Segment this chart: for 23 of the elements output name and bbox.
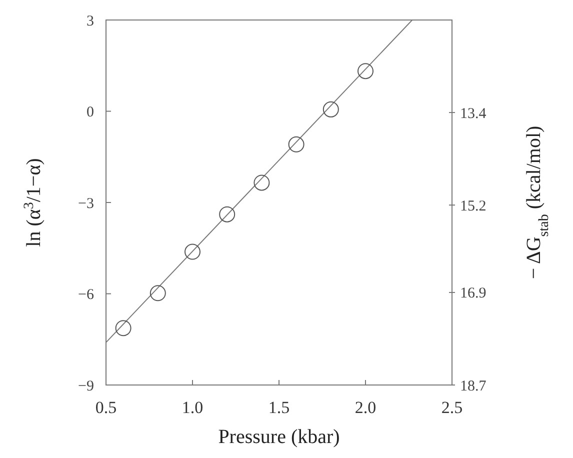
y2-tick-label: 16.9 bbox=[460, 286, 486, 302]
y-tick-label: −6 bbox=[78, 287, 94, 303]
x-tick-label: 0.5 bbox=[95, 398, 117, 417]
point bbox=[288, 136, 304, 152]
point bbox=[358, 63, 374, 80]
y-tick-label: −9 bbox=[78, 378, 94, 394]
y-tick-label: −3 bbox=[78, 196, 94, 212]
x-tick-label: 2.5 bbox=[441, 398, 463, 417]
x-tick-label: 1.0 bbox=[182, 398, 204, 417]
y-tick-label: 3 bbox=[86, 13, 94, 30]
x-tick-label: 1.5 bbox=[268, 398, 290, 417]
point bbox=[219, 206, 236, 222]
point bbox=[322, 101, 339, 118]
y-tick-label: 0 bbox=[86, 104, 94, 120]
y2-tick-label: 18.7 bbox=[460, 378, 487, 394]
point bbox=[254, 174, 270, 191]
x-axis-title: Pressure (kbar) bbox=[218, 426, 340, 448]
y2-tick-label: 15.2 bbox=[460, 198, 486, 214]
y2-tick-label: 13.4 bbox=[460, 106, 487, 122]
point bbox=[184, 244, 200, 260]
point bbox=[115, 320, 132, 336]
point bbox=[150, 285, 166, 302]
x-tick-label: 2.0 bbox=[354, 398, 376, 417]
